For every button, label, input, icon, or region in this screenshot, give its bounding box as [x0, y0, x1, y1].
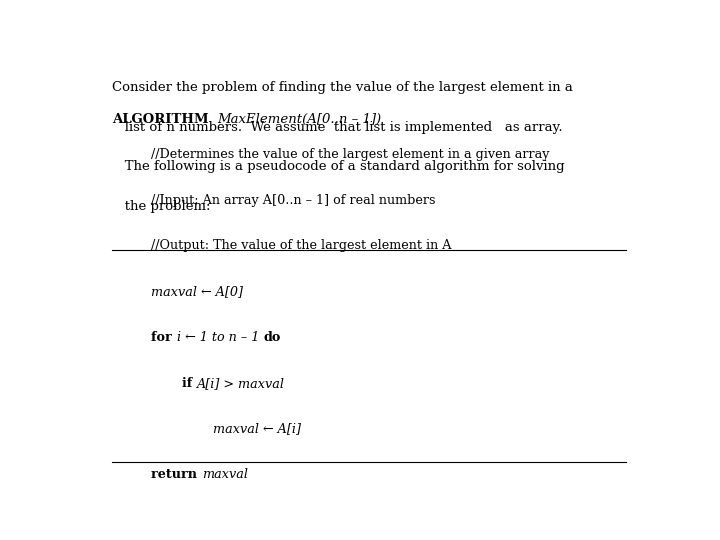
- Text: Consider the problem of finding the value of the largest element in a: Consider the problem of finding the valu…: [112, 82, 573, 94]
- Text: //Output: The value of the largest element in A: //Output: The value of the largest eleme…: [151, 239, 452, 252]
- Text: MaxElement(A[0..n – 1]): MaxElement(A[0..n – 1]): [217, 113, 382, 126]
- Text: The following is a pseudocode of a standard algorithm for solving: The following is a pseudocode of a stand…: [112, 160, 565, 173]
- Text: A[i] > maxval: A[i] > maxval: [197, 377, 285, 390]
- Text: maxval ← A[i]: maxval ← A[i]: [213, 422, 301, 435]
- Text: ALGORITHM: ALGORITHM: [112, 113, 209, 126]
- Text: maxval ← A[0]: maxval ← A[0]: [151, 285, 243, 298]
- Text: //Input: An array A[0..n – 1] of real numbers: //Input: An array A[0..n – 1] of real nu…: [151, 194, 436, 207]
- Text: list of n numbers.  We assume  that list is implemented   as array.: list of n numbers. We assume that list i…: [112, 121, 563, 134]
- Text: //Determines the value of the largest element in a given array: //Determines the value of the largest el…: [151, 148, 550, 161]
- Text: maxval: maxval: [202, 468, 248, 481]
- Text: if: if: [182, 377, 197, 390]
- Text: the problem:: the problem:: [112, 200, 211, 213]
- Text: return: return: [151, 468, 202, 481]
- Text: for: for: [151, 331, 176, 344]
- Text: i ← 1 to n – 1: i ← 1 to n – 1: [176, 331, 263, 344]
- Text: do: do: [263, 331, 280, 344]
